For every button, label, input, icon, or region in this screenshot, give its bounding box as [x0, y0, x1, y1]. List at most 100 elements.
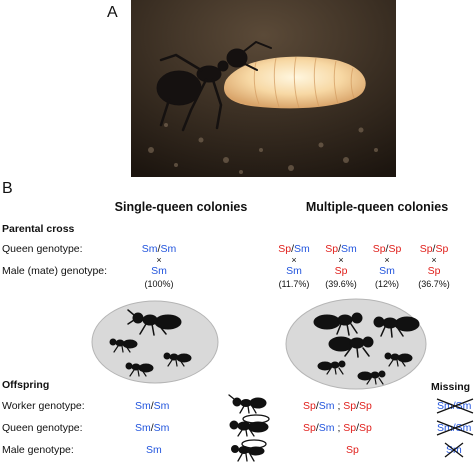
panel-b-letter: B: [2, 180, 13, 197]
worker-ant-icon: [228, 394, 267, 414]
queen-genotype-label: Queen genotype:: [2, 243, 83, 255]
worker-ant-icon: [357, 370, 386, 385]
slash: /: [356, 400, 360, 412]
worker-ant-icon: [163, 352, 192, 367]
ant-larva-photo-drawing: [131, 0, 396, 177]
slash: /: [150, 422, 154, 434]
missing-queen-genotype: Sm/Sm: [436, 420, 474, 436]
allele-sm: Sm: [318, 422, 335, 434]
multiple-queen-title: Multiple-queen colonies: [305, 200, 449, 214]
single-cross-column: Sm/Sm × Sm (100%): [129, 243, 189, 289]
crossed-out-genotype: Sm: [444, 442, 464, 458]
allele-sm: Sm: [141, 243, 158, 255]
allele-sm: Sm: [153, 400, 170, 412]
queen-ant-icon: [328, 336, 374, 358]
single-queen-title: Single-queen colonies: [114, 200, 248, 214]
cross-out-mark: [436, 420, 474, 436]
queen-genotype: Sp/Sm: [271, 243, 317, 255]
cross-out-mark: [436, 398, 474, 414]
cross-symbol: ×: [338, 255, 344, 265]
slash: /: [150, 400, 154, 412]
single-cross-percent: (100%): [144, 279, 174, 289]
slash: /: [315, 422, 319, 434]
allele-sm: Sm: [455, 422, 472, 434]
allele-sp: Sp: [303, 422, 316, 434]
crossed-out-genotype: Sm/Sm: [436, 420, 474, 436]
queen-genotype: Sp/Sp: [411, 243, 457, 255]
single-male-offspring-genotype: Sm: [146, 444, 162, 456]
winged-male-ant-icon: [231, 439, 267, 462]
worker-ant-icon: [384, 352, 413, 367]
allele-sm: Sm: [318, 400, 335, 412]
male-genotype: Sm: [286, 265, 302, 277]
slash: /: [385, 243, 389, 255]
missing-heading: Missing: [431, 381, 471, 393]
separator: ;: [337, 400, 341, 412]
allele-sp: Sp: [303, 400, 316, 412]
ant-larva-photo: [131, 0, 396, 177]
allele-sp: Sp: [419, 243, 433, 255]
multiple-queen-colony: [285, 298, 427, 390]
slash: /: [291, 243, 294, 255]
slash: /: [338, 243, 341, 255]
single-queen-colony: [91, 300, 219, 384]
cross-percent: (36.7%): [418, 279, 450, 289]
male-genotype: Sm: [379, 265, 395, 277]
allele-sp: Sp: [343, 422, 357, 434]
allele-sm: Sm: [160, 243, 177, 255]
allele-sm: Sm: [153, 422, 170, 434]
allele-sp: Sp: [359, 422, 372, 434]
queen-ant-icon: [373, 316, 420, 338]
queen-ant-icon: [313, 312, 363, 336]
separator: ;: [337, 422, 341, 434]
multiple-cross-column: Sp/Sp × Sm (12%): [364, 243, 410, 289]
crossed-out-genotype: Sm/Sm: [436, 398, 474, 414]
worker-ant-icon: [109, 338, 138, 353]
allele-sp: Sp: [343, 400, 357, 412]
cross-percent: (11.7%): [278, 279, 310, 289]
cross-out-mark: [444, 442, 464, 458]
allele-sm: Sm: [135, 422, 151, 434]
slash: /: [432, 243, 436, 255]
colony-ellipse: [91, 300, 219, 384]
cross-symbol: ×: [291, 255, 297, 265]
worker-ant-icon: [317, 360, 346, 375]
allele-sp: Sp: [435, 243, 449, 255]
worker-ant-icon: [125, 362, 154, 377]
single-queen-offspring-genotype: Sm/Sm: [135, 422, 169, 434]
allele-sm: Sm: [455, 400, 472, 412]
single-male-genotype: Sm: [151, 265, 167, 277]
queen-genotype: Sp/Sm: [318, 243, 364, 255]
multiple-cross-column: Sp/Sm × Sm (11.7%): [271, 243, 317, 289]
queen-genotype: Sp/Sp: [364, 243, 410, 255]
multiple-male-offspring-genotype: Sp: [346, 444, 359, 456]
caste-ant-icons: [228, 394, 270, 462]
slash: /: [356, 422, 360, 434]
cross-symbol: ×: [431, 255, 437, 265]
male-genotype: Sp: [427, 265, 441, 277]
multiple-cross-column: Sp/Sp × Sp (36.7%): [411, 243, 457, 289]
winged-queen-ant-icon: [229, 414, 270, 437]
multiple-cross-column: Sp/Sm × Sp (39.6%): [318, 243, 364, 289]
male-genotype: Sp: [334, 265, 348, 277]
offspring-queen-genotype-label: Queen genotype:: [2, 422, 83, 434]
cross-symbol: ×: [156, 255, 162, 265]
worker-genotype-label: Worker genotype:: [2, 400, 85, 412]
queen-ant-icon: [127, 309, 182, 336]
multiple-queen-offspring-genotypes: Sp/Sm ; Sp/Sp: [303, 422, 372, 434]
missing-worker-genotype: Sm/Sm: [436, 398, 474, 414]
missing-male-genotype: Sm: [444, 442, 464, 458]
allele-sm: Sm: [294, 243, 310, 255]
panel-a-letter: A: [107, 4, 118, 21]
allele-sp: Sp: [359, 400, 372, 412]
allele-sp: Sp: [325, 243, 339, 255]
single-worker-genotype: Sm/Sm: [135, 400, 169, 412]
cross-symbol: ×: [384, 255, 390, 265]
single-queen-genotype: Sm/Sm: [129, 243, 189, 255]
allele-sp: Sp: [278, 243, 292, 255]
slash: /: [157, 243, 161, 255]
male-genotype-label: Male (mate) genotype:: [2, 265, 108, 277]
allele-sp: Sp: [388, 243, 402, 255]
offspring-male-genotype-label: Male genotype:: [2, 444, 74, 456]
parental-cross-heading: Parental cross: [2, 223, 75, 235]
